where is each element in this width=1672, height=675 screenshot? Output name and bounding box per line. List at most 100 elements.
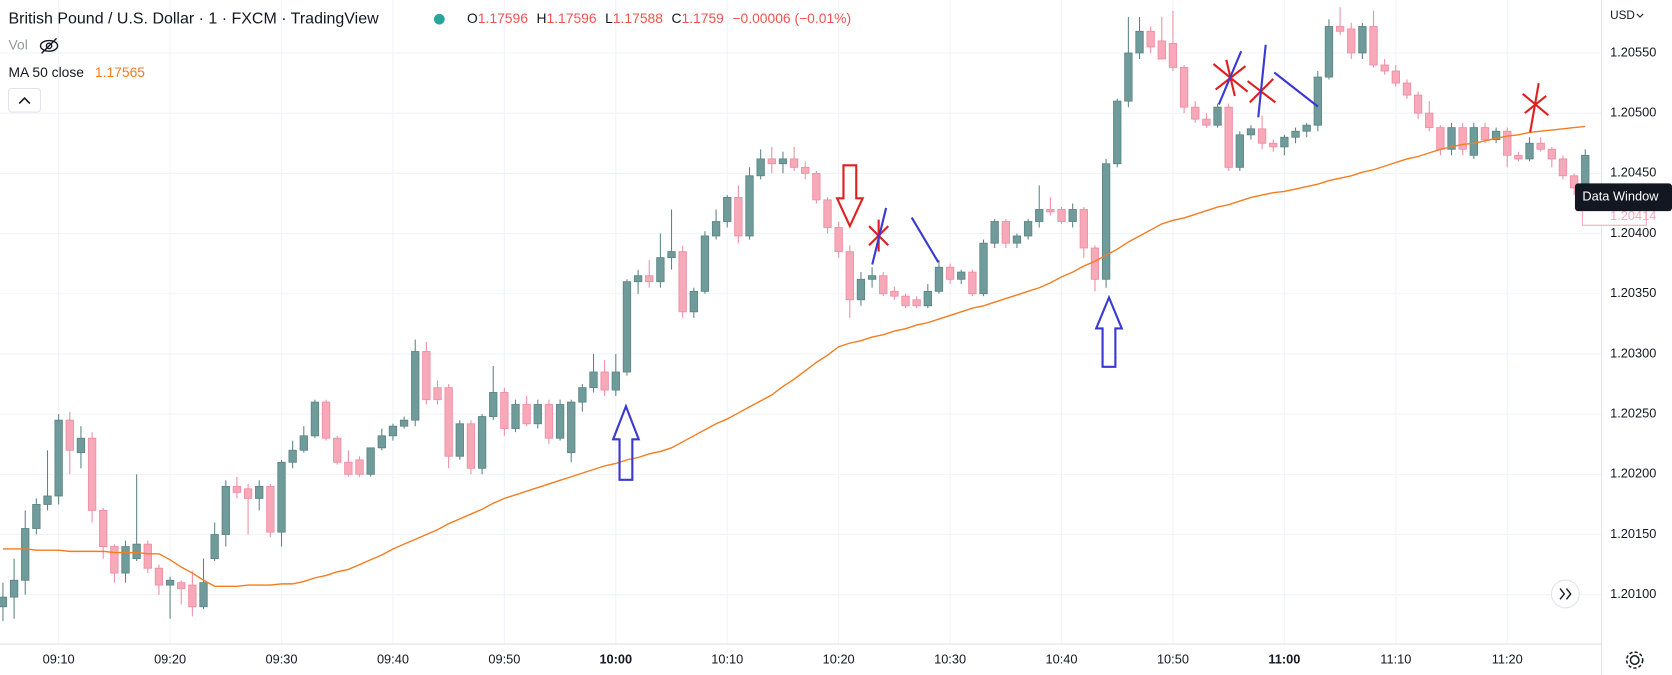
- ma-value: 1.17565: [95, 64, 145, 80]
- candle-body: [1358, 26, 1367, 54]
- candle-body: [511, 404, 520, 430]
- ohlc-label: L: [605, 10, 613, 26]
- candle-body: [1413, 94, 1423, 114]
- candle-body: [221, 485, 230, 535]
- candle-body: [489, 392, 498, 417]
- candle-body: [522, 404, 531, 425]
- x-tick-label: 09:10: [43, 651, 75, 666]
- settings-icon[interactable]: [1625, 651, 1644, 669]
- line-drawing: [1217, 50, 1243, 105]
- candle-body: [411, 351, 420, 421]
- candle-body: [1224, 106, 1233, 168]
- candle-body: [1101, 163, 1111, 280]
- status-dot: [433, 13, 445, 25]
- drawings: [611, 44, 1549, 481]
- candle-body: [879, 275, 888, 295]
- candle-body: [43, 495, 52, 505]
- y-tick-label: 1.20200: [1610, 466, 1656, 481]
- candle-body: [957, 271, 966, 280]
- y-tick-label: 1.20250: [1610, 406, 1656, 421]
- candle-body: [9, 579, 19, 598]
- candle-body: [1257, 128, 1267, 144]
- x-mark: [1522, 82, 1549, 133]
- candle-body: [1324, 26, 1334, 78]
- candle-body: [678, 251, 687, 313]
- candle-body: [723, 197, 732, 222]
- candle-body: [99, 510, 108, 547]
- ohlc-value: 1.17596: [478, 10, 528, 26]
- candle-body: [1391, 70, 1400, 84]
- candle-body: [622, 281, 632, 373]
- candle-body: [611, 371, 620, 391]
- candle-body: [1369, 26, 1378, 66]
- candle-body: [767, 158, 776, 165]
- candle-body: [923, 290, 932, 307]
- candle-body: [1302, 124, 1311, 132]
- candle-body: [1057, 209, 1066, 222]
- hide-icon[interactable]: [39, 37, 59, 54]
- candle-body: [801, 166, 810, 174]
- candle-body: [578, 387, 587, 403]
- ohlc-value: 1.17596: [546, 10, 596, 26]
- candle-body: [1068, 209, 1077, 222]
- chart-title: British Pound / U.S. Dollar · 1 · FXCM ·…: [9, 10, 380, 27]
- currency-label[interactable]: USD: [1610, 9, 1635, 22]
- candle-body: [1012, 235, 1022, 244]
- candle-body: [1347, 28, 1356, 54]
- candle-body: [1491, 130, 1501, 141]
- candle-body: [310, 401, 320, 437]
- candle-body: [600, 371, 609, 391]
- candle-body: [700, 235, 710, 292]
- candle-body: [433, 387, 442, 401]
- candle-body: [165, 579, 175, 586]
- change-value: −0.00006 (−0.01%): [732, 10, 851, 26]
- candle-body: [711, 221, 721, 237]
- ohlc-legend: O1.17596 H1.17596 L1.17588 C1.1759 −0.00006 …: [467, 10, 851, 26]
- candle-body: [243, 488, 253, 499]
- candle-body: [1458, 127, 1467, 150]
- candle-body: [734, 197, 743, 237]
- candle-body: [1536, 142, 1545, 150]
- line-drawing: [1273, 71, 1319, 108]
- y-tick-label: 1.20550: [1610, 44, 1656, 59]
- candle-body: [32, 503, 41, 529]
- scroll-button[interactable]: [1550, 579, 1580, 609]
- candle-body: [1213, 106, 1222, 126]
- candle-body: [968, 271, 977, 295]
- currency-chevron: [1636, 13, 1644, 18]
- x-tick-label: 09:20: [154, 651, 186, 666]
- grid: [0, 0, 1602, 645]
- arrow-up: [611, 403, 641, 481]
- candle-body: [210, 534, 219, 560]
- candle-body: [555, 404, 565, 439]
- candle-body: [277, 461, 286, 533]
- candle-body: [1480, 127, 1490, 141]
- candle-body: [321, 401, 331, 439]
- candle-body: [388, 425, 398, 437]
- y-tick-label: 1.20150: [1610, 526, 1656, 541]
- collapse-button[interactable]: [7, 87, 42, 113]
- candle-body: [1280, 136, 1289, 148]
- candle-body: [856, 278, 866, 301]
- candle-body: [544, 404, 554, 439]
- x-tick-label: 10:30: [934, 651, 966, 666]
- candle-body: [1335, 26, 1345, 32]
- candle-body: [645, 275, 654, 283]
- candle-body: [1035, 209, 1044, 222]
- x-tick-label: 09:40: [377, 651, 409, 666]
- candle-body: [1046, 209, 1055, 213]
- candle-body: [901, 295, 910, 307]
- candle-body: [65, 419, 74, 451]
- candle-body: [399, 419, 409, 427]
- y-tick-label: 1.20400: [1610, 225, 1656, 240]
- candle-body: [867, 275, 877, 280]
- candle-body: [589, 371, 598, 389]
- candle-body: [1001, 221, 1010, 244]
- candle-body: [890, 290, 899, 297]
- candle-body: [132, 543, 141, 560]
- candle-body: [110, 546, 119, 574]
- candle-body: [1079, 209, 1088, 249]
- candle-body: [633, 275, 643, 283]
- candle-body: [1525, 142, 1534, 160]
